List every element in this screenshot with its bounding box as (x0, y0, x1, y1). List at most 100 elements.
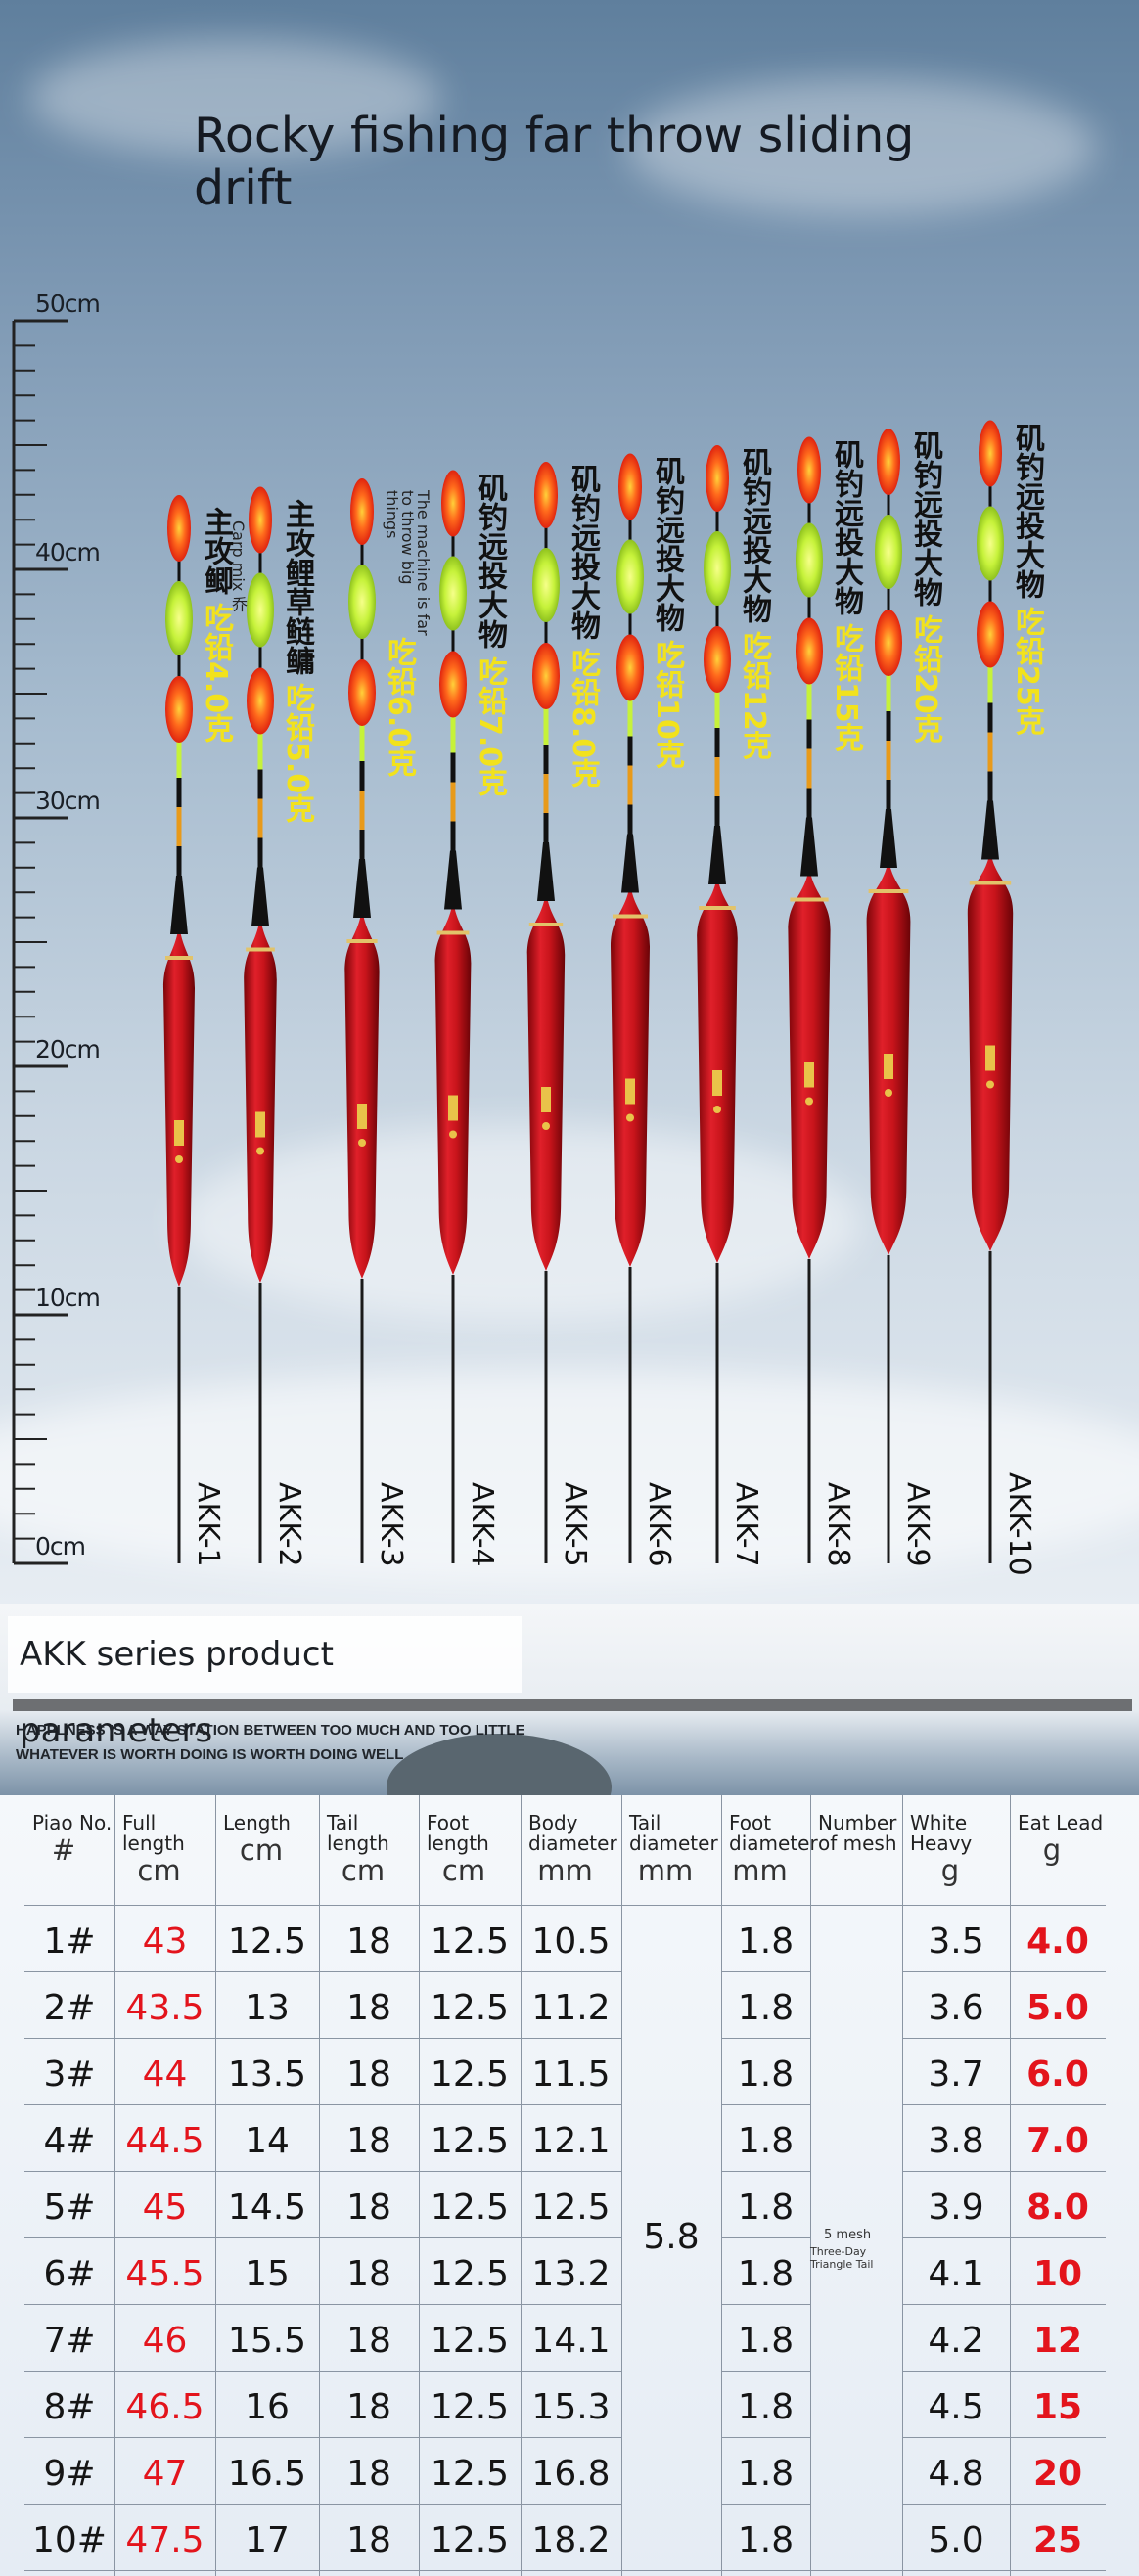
table-cell: 1.8 (737, 2121, 795, 2161)
table-cell: 43.5 (125, 1988, 205, 2028)
table-header-label: Tail length (327, 1811, 389, 1855)
table-row-divider (24, 1905, 1106, 1906)
float-target-label-en: Carp mix 乔 (229, 520, 248, 612)
table-cell: 3.7 (928, 2055, 984, 2095)
table-cell: 12.5 (227, 1921, 307, 1962)
ruler-label: 20cm (35, 1035, 101, 1063)
table-cell: 8.0 (1026, 2188, 1089, 2228)
cloud-decoration (0, 1370, 1139, 1585)
table-row-divider (721, 2504, 810, 2505)
table-cell: 16.5 (227, 2454, 307, 2494)
table-cell: 47 (142, 2454, 188, 2494)
table-cell: 18.2 (531, 2520, 611, 2560)
float-7 (697, 445, 738, 1563)
table-cell: 13.2 (531, 2254, 611, 2294)
table-cell: 3# (43, 2055, 96, 2095)
float-body (244, 916, 277, 1283)
float-model-label: AKK-5 (558, 1482, 592, 1567)
params-title: AKK series product parameters (8, 1616, 522, 1750)
table-cell: 18 (346, 2055, 391, 2095)
table-row-divider (24, 2437, 621, 2438)
table-cell: 13.5 (227, 2055, 307, 2095)
table-cell: 5# (43, 2188, 96, 2228)
table-cell: 4# (43, 2121, 96, 2161)
table-cell: 1.8 (737, 2055, 795, 2095)
ruler-label: 30cm (35, 787, 101, 815)
table-column-divider (419, 1795, 420, 2576)
float-model-label: AKK-9 (900, 1482, 934, 1567)
table-header-unit: mm (732, 1854, 788, 1887)
table-header-label: Body diameter (528, 1811, 617, 1855)
table-cell: 4.1 (928, 2254, 984, 2294)
table-cell: 46.5 (125, 2387, 205, 2427)
table-cell: 5.0 (1026, 1988, 1089, 2028)
float-body (611, 882, 650, 1267)
table-cell: 12.5 (430, 2254, 510, 2294)
float-lead-label: 吃铅4.0克 (199, 603, 233, 744)
float-lead-label: 吃铅10克 (650, 639, 684, 769)
table-cell: 44.5 (125, 2121, 205, 2161)
table-header-unit: cm (137, 1854, 181, 1887)
table-cell: 10# (32, 2520, 107, 2560)
table-row-divider (24, 2304, 621, 2305)
tail-diameter-merged-cell: 5.8 (643, 2217, 700, 2257)
table-cell: 18 (346, 2321, 391, 2361)
table-cell: 3.9 (928, 2188, 984, 2228)
float-8 (788, 436, 831, 1563)
float-target-label: 矶钓远投大物 (473, 472, 507, 649)
product-hero: Rocky fishing far throw sliding drift 50… (0, 0, 1139, 1604)
table-cell: 6.0 (1026, 2055, 1089, 2095)
table-header-cell: Tail diameter mm (629, 1813, 721, 1922)
table-row-divider (24, 2171, 621, 2172)
table-cell: 17 (245, 2520, 290, 2560)
float-target-label: 矶钓远投大物 (829, 438, 863, 615)
table-row-divider (24, 2038, 621, 2039)
table-cell: 18 (346, 2121, 391, 2161)
table-row-divider (24, 1971, 621, 1972)
table-cell: 44 (142, 2055, 188, 2095)
table-cell: 1.8 (737, 1988, 795, 2028)
table-row-divider (902, 1971, 1106, 1972)
table-row-divider (902, 2038, 1106, 2039)
table-column-divider (621, 1795, 622, 2576)
page-title: Rocky fishing far throw sliding drift (194, 108, 915, 216)
table-header-unit: cm (441, 1854, 486, 1887)
table-header-unit: cm (341, 1854, 386, 1887)
float-lead-label: 吃铅15克 (829, 622, 863, 752)
table-header-unit: g (940, 1854, 960, 1887)
table-cell: 12.5 (430, 1921, 510, 1962)
table-header-label: Eat Lead (1018, 1811, 1104, 1834)
float-target-label: 矶钓远投大物 (1010, 422, 1044, 599)
table-cell: 45 (142, 2188, 188, 2228)
table-cell: 12.5 (430, 1988, 510, 2028)
table-row-divider (902, 2371, 1106, 2372)
table-header-cell: White Heavy g (910, 1813, 1010, 1922)
table-cell: 1.8 (737, 1921, 795, 1962)
table-header-cell: Piao No. # (32, 1813, 114, 1922)
table-header-label: Length (223, 1811, 291, 1834)
table-row-divider (24, 2237, 621, 2238)
table-header-unit: # (51, 1833, 76, 1867)
table-cell: 2# (43, 1988, 96, 2028)
float-lead-label: 吃铅25克 (1010, 606, 1044, 736)
table-cell: 12.5 (430, 2321, 510, 2361)
divider (13, 1699, 1132, 1711)
float-2 (244, 486, 277, 1563)
table-header-label: Piao No. (32, 1811, 113, 1834)
motto-line-2: WHATEVER IS WORTH DOING IS WORTH DOING W… (16, 1746, 404, 1763)
float-target-label: 主攻鲫 (199, 507, 233, 595)
float-target-label: 矶钓远投大物 (737, 447, 771, 623)
table-column-divider (721, 1795, 722, 2576)
table-cell: 47.5 (125, 2520, 205, 2560)
table-row-divider (902, 2437, 1106, 2438)
ruler-label: 0cm (35, 1532, 86, 1560)
float-model-label: AKK-6 (642, 1482, 676, 1567)
table-row-divider (721, 2237, 810, 2238)
ruler-label: 10cm (35, 1284, 101, 1312)
table-column-divider (1010, 1795, 1011, 2576)
table-cell: 3.5 (928, 1921, 984, 1962)
cloud-decoration (176, 1125, 861, 1321)
table-column-divider (215, 1795, 216, 2576)
table-column-divider (521, 1795, 522, 2576)
table-cell: 4.5 (928, 2387, 984, 2427)
